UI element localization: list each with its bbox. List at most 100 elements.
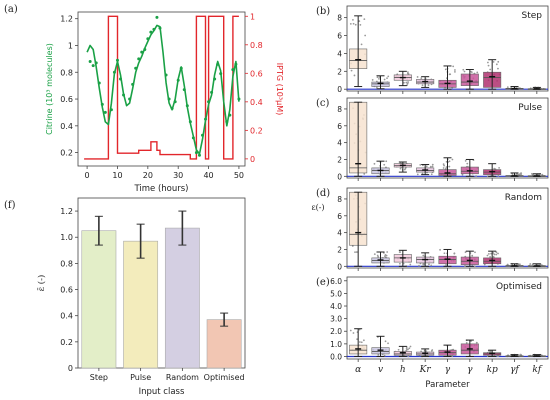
scatter-point <box>519 353 522 356</box>
scatter-point <box>489 68 492 71</box>
scatter-point <box>385 160 388 163</box>
citrine-point <box>182 88 186 92</box>
citrine-point <box>94 61 98 65</box>
panel-label: (a) <box>4 4 18 15</box>
y-left-tick-label: 0.8 <box>60 68 73 77</box>
y-right-tick-label: 0 <box>250 155 255 164</box>
x-tick-label: 10 <box>112 171 122 180</box>
panel-d: (d) Random 0 2 4 6 8 ε(-) <box>311 187 549 271</box>
y-tick-label: 3.0 <box>330 315 342 324</box>
citrine-point <box>140 50 144 54</box>
scatter-point <box>356 338 359 341</box>
panel-f: (f) 0 0.2 0.4 0.6 0.8 1.0 1.2 Step Pulse Random Opt… <box>4 197 246 397</box>
x-tick-label: Random <box>166 373 199 382</box>
scatter-point <box>486 254 489 257</box>
x-tick-label: v <box>378 365 383 375</box>
scatter-point <box>425 165 428 168</box>
scatter-point <box>384 340 387 343</box>
y-tick-label: 2.0 <box>330 327 342 336</box>
scatter-point <box>490 252 493 255</box>
scatter-point <box>420 77 423 80</box>
scatter-point <box>419 163 422 166</box>
citrine-point <box>167 97 171 101</box>
scatter-point <box>439 248 441 251</box>
scatter-point <box>493 253 496 256</box>
x-tick-label: h <box>400 365 406 375</box>
scatter-point <box>377 354 380 356</box>
scatter-point <box>421 172 424 175</box>
x-tick-label: Optimised <box>204 373 245 382</box>
y-tick-label: 1.0 <box>60 233 73 242</box>
scatter-point <box>430 264 433 267</box>
scatter-point <box>359 23 362 26</box>
scatter-point <box>466 162 469 165</box>
scatter-point <box>352 332 355 334</box>
scatter-point <box>462 68 465 71</box>
scatter-point <box>373 162 376 165</box>
y-right-tick-label: 0.2 <box>250 126 263 135</box>
scatter-point <box>428 263 430 266</box>
scatter-point <box>378 77 380 80</box>
scatter-point <box>445 166 448 169</box>
scatter-point <box>363 18 366 21</box>
y-right-tick-label: 1 <box>250 12 255 21</box>
bar <box>164 227 200 369</box>
citrine-point <box>219 72 223 76</box>
scatter-point <box>421 84 424 87</box>
y-right-axis-label: IPTG (10³μM) <box>275 63 284 115</box>
y-tick-label: 2 <box>337 67 342 76</box>
scatter-point <box>378 76 381 79</box>
scatter-point <box>373 253 376 256</box>
citrine-point <box>109 108 113 112</box>
y-tick-label: 0.8 <box>60 259 73 268</box>
x-tick-label: α <box>355 365 361 375</box>
bar <box>123 240 159 369</box>
panel-label: (f) <box>4 200 16 211</box>
scatter-point <box>463 70 466 73</box>
y-tick-label: 8 <box>337 105 342 114</box>
y-tick-label: 6 <box>337 212 342 221</box>
y-tick-label: 2 <box>337 245 342 254</box>
scatter-point <box>360 43 363 46</box>
panel-label: (e) <box>316 277 330 288</box>
scatter-point <box>349 329 352 332</box>
citrine-point <box>191 136 195 140</box>
y-tick-label: 1.0 <box>330 340 342 349</box>
citrine-point <box>115 58 119 62</box>
x-axis-label: Time (hours) <box>133 184 188 194</box>
scatter-point <box>448 165 451 168</box>
x-tick-label: γf <box>510 365 520 375</box>
scatter-point <box>442 163 445 166</box>
citrine-point <box>204 117 208 121</box>
scatter-point <box>364 34 367 37</box>
scatter-point <box>386 251 389 253</box>
scatter-point <box>354 251 356 254</box>
scatter-point <box>492 61 495 63</box>
panel-title: Optimised <box>496 282 542 292</box>
y-tick-label: 6.0 <box>330 277 342 286</box>
panel-title: Random <box>505 193 542 203</box>
x-tick-label: Step <box>90 373 108 382</box>
scatter-point <box>362 339 365 342</box>
y-tick-label: 0 <box>337 85 342 94</box>
scatter-point <box>387 342 389 345</box>
scatter-point <box>409 263 412 266</box>
y-tick-label: 4 <box>337 49 342 58</box>
citrine-point <box>210 90 214 94</box>
plot-frame <box>77 11 246 167</box>
scatter-point <box>398 262 401 265</box>
citrine-point <box>149 30 153 34</box>
x-tick-label: kp <box>487 365 498 375</box>
scatter-point <box>492 255 495 258</box>
y-right-tick-label: 0.4 <box>250 98 263 107</box>
y-left-tick-label: 1.2 <box>60 15 73 24</box>
scatter-point <box>431 163 434 166</box>
x-tick-label: kf <box>532 365 542 375</box>
scatter-point <box>429 165 432 168</box>
scatter-point <box>471 254 474 257</box>
scatter-point <box>486 61 489 64</box>
scatter-point <box>473 265 476 268</box>
scatter-point <box>475 341 478 344</box>
x-tick-label: 40 <box>203 171 213 180</box>
scatter-point <box>407 73 410 75</box>
